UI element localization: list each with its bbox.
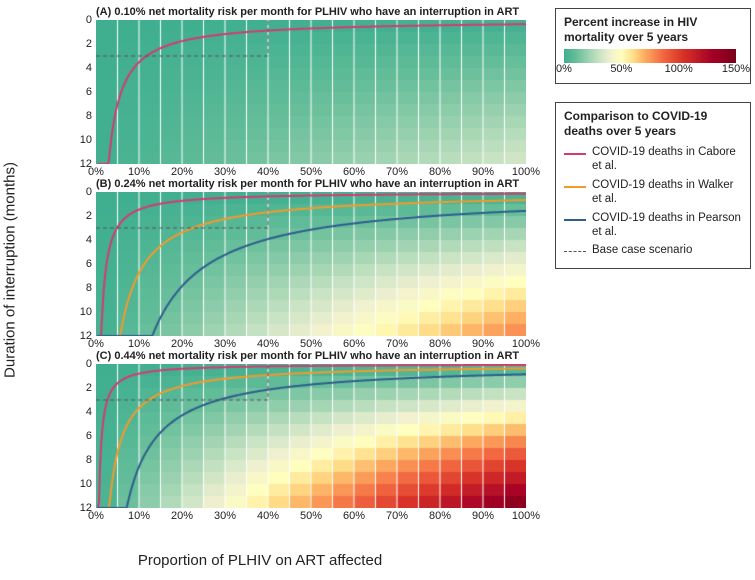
colorbar-tick-0: 0%: [556, 63, 572, 75]
ytick-0: 0: [66, 186, 92, 198]
legend-label-pearson: COVID-19 deaths in Pearson et al.: [592, 211, 742, 240]
panel-c-xticks: 0%10%20%30%40%50%60%70%80%90%100%: [96, 510, 526, 524]
xtick-50: 50%: [300, 166, 322, 178]
xtick-10: 10%: [128, 338, 150, 350]
panel-c-chart: 024681012 0%10%20%30%40%50%60%70%80%90%1…: [96, 364, 526, 508]
colorbar-canvas: [564, 49, 736, 63]
xtick-90: 90%: [472, 338, 494, 350]
legend-swatch-cabore: [564, 147, 586, 159]
xtick-90: 90%: [472, 510, 494, 522]
ytick-10: 10: [66, 478, 92, 490]
xtick-60: 60%: [343, 166, 365, 178]
legend-label-walker: COVID-19 deaths in Walker et al.: [592, 178, 742, 207]
xtick-30: 30%: [214, 510, 236, 522]
xtick-80: 80%: [429, 338, 451, 350]
comparison-legend-title: Comparison to COVID-19 deaths over 5 yea…: [564, 109, 742, 139]
xtick-0: 0%: [88, 510, 104, 522]
legend-row-cabore: COVID-19 deaths in Cabore et al.: [564, 145, 742, 174]
panel-a: (A) 0.10% net mortality risk per month f…: [62, 6, 532, 164]
xtick-60: 60%: [343, 338, 365, 350]
legend-row-base: Base case scenario: [564, 243, 742, 257]
xtick-30: 30%: [214, 338, 236, 350]
xtick-0: 0%: [88, 338, 104, 350]
panel-a-canvas: [96, 20, 526, 164]
xtick-100: 100%: [512, 166, 540, 178]
legend-row-pearson: COVID-19 deaths in Pearson et al.: [564, 211, 742, 240]
panel-b: (B) 0.24% net mortality risk per month f…: [62, 178, 532, 336]
ytick-0: 0: [66, 14, 92, 26]
ytick-2: 2: [66, 382, 92, 394]
panel-b-canvas: [96, 192, 526, 336]
xtick-100: 100%: [512, 338, 540, 350]
xtick-70: 70%: [386, 338, 408, 350]
panels-container: (A) 0.10% net mortality risk per month f…: [62, 6, 532, 522]
legend-swatch-base: [564, 245, 586, 257]
xtick-40: 40%: [257, 510, 279, 522]
xtick-10: 10%: [128, 166, 150, 178]
ytick-2: 2: [66, 210, 92, 222]
panel-c: (C) 0.44% net mortality risk per month f…: [62, 350, 532, 508]
legend-label-base: Base case scenario: [592, 243, 692, 257]
panel-b-chart: 024681012 0%10%20%30%40%50%60%70%80%90%1…: [96, 192, 526, 336]
xtick-70: 70%: [386, 166, 408, 178]
ytick-6: 6: [66, 430, 92, 442]
xtick-20: 20%: [171, 166, 193, 178]
colorbar-tick-100: 100%: [665, 63, 693, 75]
colorbar-ticks: 0%50%100%150%: [564, 63, 736, 77]
legend-label-cabore: COVID-19 deaths in Cabore et al.: [592, 145, 742, 174]
ytick-6: 6: [66, 258, 92, 270]
panel-b-title: (B) 0.24% net mortality risk per month f…: [96, 178, 532, 190]
xtick-70: 70%: [386, 510, 408, 522]
xtick-0: 0%: [88, 166, 104, 178]
ytick-4: 4: [66, 62, 92, 74]
legend-row-walker: COVID-19 deaths in Walker et al.: [564, 178, 742, 207]
ytick-6: 6: [66, 86, 92, 98]
xtick-50: 50%: [300, 510, 322, 522]
xtick-100: 100%: [512, 510, 540, 522]
ytick-4: 4: [66, 406, 92, 418]
ytick-4: 4: [66, 234, 92, 246]
panel-a-title: (A) 0.10% net mortality risk per month f…: [96, 6, 532, 18]
panel-c-canvas: [96, 364, 526, 508]
xtick-60: 60%: [343, 510, 365, 522]
ytick-8: 8: [66, 110, 92, 122]
xtick-40: 40%: [257, 338, 279, 350]
panel-c-yticks: 024681012: [66, 364, 92, 508]
ytick-2: 2: [66, 38, 92, 50]
xtick-20: 20%: [171, 338, 193, 350]
xtick-20: 20%: [171, 510, 193, 522]
xtick-30: 30%: [214, 166, 236, 178]
panel-b-yticks: 024681012: [66, 192, 92, 336]
xtick-80: 80%: [429, 510, 451, 522]
xtick-90: 90%: [472, 166, 494, 178]
xtick-40: 40%: [257, 166, 279, 178]
colorbar-tick-50: 50%: [610, 63, 632, 75]
colorbar-title: Percent increase in HIV mortality over 5…: [564, 15, 742, 45]
ytick-10: 10: [66, 306, 92, 318]
colorbar-tick-150: 150%: [722, 63, 750, 75]
xtick-80: 80%: [429, 166, 451, 178]
ytick-0: 0: [66, 358, 92, 370]
x-axis-title: Proportion of PLHIV on ART affected: [138, 552, 382, 569]
comparison-legend: Comparison to COVID-19 deaths over 5 yea…: [555, 102, 751, 269]
panel-c-title: (C) 0.44% net mortality risk per month f…: [96, 350, 532, 362]
ytick-10: 10: [66, 134, 92, 146]
panel-a-yticks: 024681012: [66, 20, 92, 164]
colorbar-legend: Percent increase in HIV mortality over 5…: [555, 8, 751, 84]
legend-swatch-walker: [564, 180, 586, 192]
xtick-50: 50%: [300, 338, 322, 350]
legend-swatch-pearson: [564, 213, 586, 225]
colorbar: [564, 49, 736, 63]
xtick-10: 10%: [128, 510, 150, 522]
y-axis-title: Duration of interruption (months): [2, 162, 19, 378]
panel-a-chart: 024681012 0%10%20%30%40%50%60%70%80%90%1…: [96, 20, 526, 164]
ytick-8: 8: [66, 454, 92, 466]
ytick-8: 8: [66, 282, 92, 294]
